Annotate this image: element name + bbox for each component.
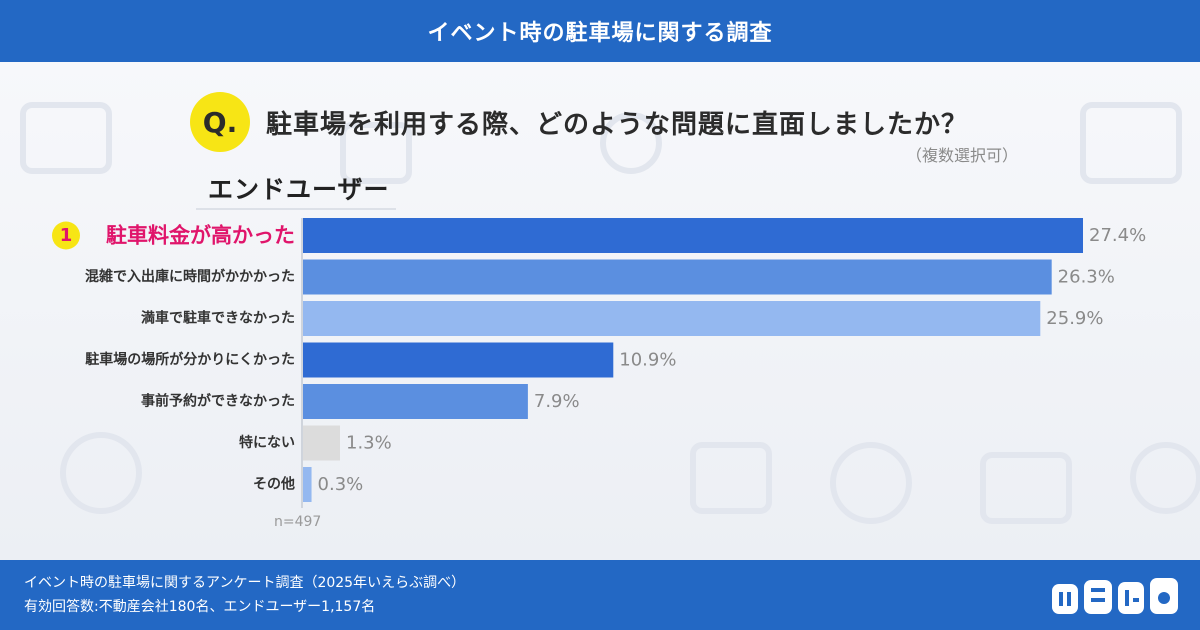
value-label: 0.3%: [318, 474, 364, 495]
segment-title: エンドユーザー: [208, 175, 390, 204]
segment-divider: [196, 208, 396, 210]
bar: [303, 218, 1083, 253]
header-title: イベント時の駐車場に関する調査: [0, 0, 1200, 62]
rank-badge: [52, 221, 80, 250]
bar: [303, 384, 528, 419]
category-label: その他: [253, 476, 295, 493]
background-icon: [980, 452, 1072, 524]
bar: [303, 467, 312, 502]
value-label: 10.9%: [619, 350, 676, 371]
bar-chart: 駐車料金が高かった 1 27.4% 混雑で入出庫に時間がかかかった 26.3% 満車で駐車…: [52, 218, 1146, 502]
question-badge: Q.: [190, 92, 250, 152]
bar: [303, 425, 341, 461]
background-icon: [340, 122, 412, 184]
category-label: 事前予約ができなかった: [141, 393, 295, 410]
category-label: 満車で駐車できなかった: [141, 310, 295, 327]
footer: イベント時の駐車場に関するアンケート調査（2025年いえらぶ調べ） 有効回答数:…: [0, 560, 1200, 630]
axis-baseline: [301, 218, 303, 508]
category-label: 駐車料金が高かった: [106, 224, 295, 248]
value-label: 26.3%: [1058, 267, 1115, 288]
survey-source: イベント時の駐車場に関するアンケート調査（2025年いえらぶ調べ）: [24, 575, 466, 591]
value-label: 25.9%: [1046, 308, 1103, 329]
category-label: 特にない: [239, 434, 295, 451]
background-icon: [60, 432, 142, 514]
bar: [303, 342, 614, 378]
background-icon: [600, 112, 662, 174]
background-icon: [690, 442, 772, 514]
background-icon: [830, 442, 912, 524]
background-icon: [20, 102, 112, 174]
category-label: 混雑で入出庫に時間がかかかった: [85, 268, 295, 285]
sample-size: n=497: [274, 514, 322, 530]
value-label: 7.9%: [534, 391, 580, 412]
value-label: 27.4%: [1089, 225, 1146, 246]
question-note: （複数選択可）: [905, 146, 1018, 165]
value-label: 1.3%: [346, 433, 392, 454]
background-icon: [1080, 102, 1182, 184]
respondent-count: 有効回答数:不動産会社180名、エンドユーザー1,157名: [24, 599, 376, 615]
category-label: 駐車場の場所が分かりにくかった: [85, 351, 295, 368]
question-text: 駐車場を利用する際、どのような問題に直面しましたか？: [266, 109, 969, 140]
rank-number: 1: [60, 225, 73, 246]
ierabu-logo: [1052, 578, 1178, 614]
question: Q. 駐車場を利用する際、どのような問題に直面しましたか？: [190, 92, 968, 152]
bar: [303, 259, 1052, 295]
background-icon: [1130, 442, 1200, 514]
bar: [303, 301, 1041, 336]
